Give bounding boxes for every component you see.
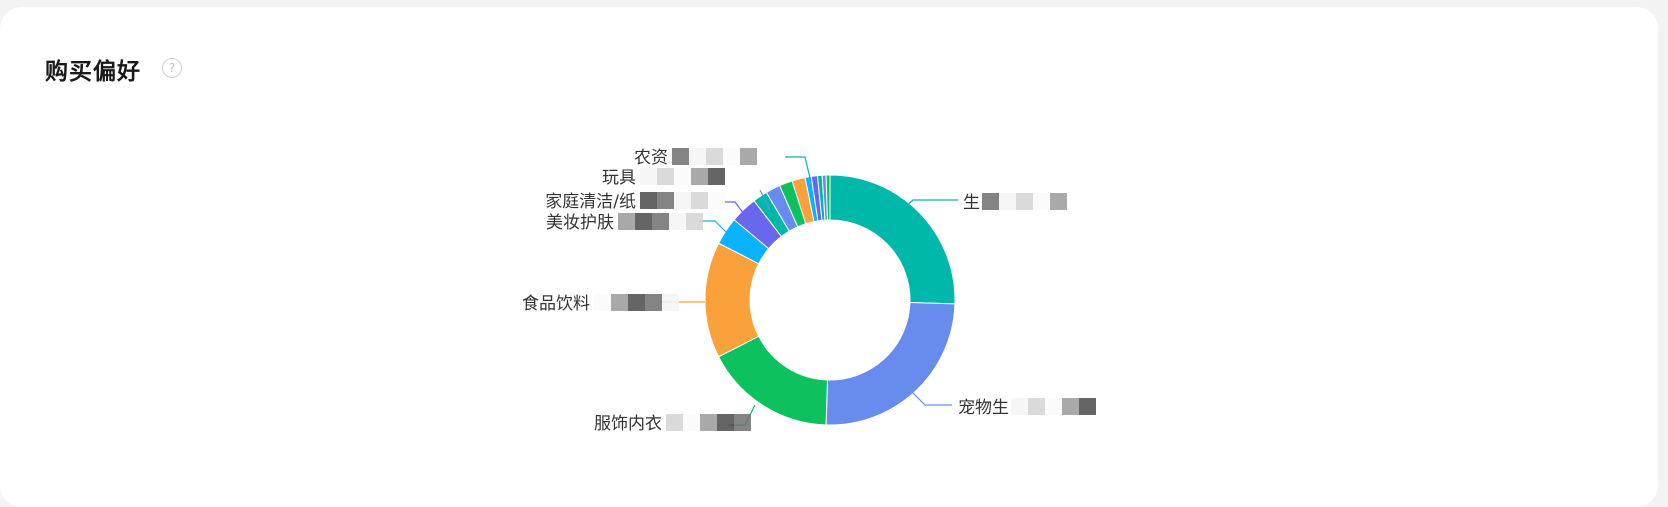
slice-label: 服饰内衣 <box>594 414 662 434</box>
mosaic-block <box>708 168 725 185</box>
slice-label: 美妆护肤 <box>546 213 614 233</box>
mosaic-block <box>982 193 999 210</box>
donut-slice[interactable] <box>704 242 760 358</box>
mosaic-block <box>999 193 1016 210</box>
mosaic-block <box>723 148 740 165</box>
mosaic-block <box>689 148 706 165</box>
mosaic-block <box>734 414 751 431</box>
mosaic-block <box>717 414 734 431</box>
leader-line <box>892 199 958 219</box>
mosaic-block <box>672 148 689 165</box>
slice-label: 宠物生 <box>958 398 1009 418</box>
mosaic-block <box>640 192 657 209</box>
mosaic-block <box>1079 398 1096 415</box>
mosaic-block <box>657 192 674 209</box>
donut-slice[interactable] <box>829 174 956 305</box>
mosaic-block <box>628 294 645 311</box>
slice-label: 生 <box>963 193 980 213</box>
question-circle-icon[interactable]: ? <box>162 58 182 78</box>
mosaic-block <box>645 294 662 311</box>
mosaic-block <box>706 148 723 165</box>
mosaic-block <box>674 192 691 209</box>
mosaic-block <box>683 414 700 431</box>
mosaic-block <box>1045 398 1062 415</box>
mosaic-block <box>1011 398 1028 415</box>
mosaic-block <box>674 168 691 185</box>
leader-line <box>722 201 751 223</box>
mosaic-block <box>594 294 611 311</box>
mosaic-block <box>657 168 674 185</box>
mosaic-block <box>740 148 757 165</box>
mosaic-block <box>1016 193 1033 210</box>
slice-label: 农资 <box>634 148 668 168</box>
mosaic-block <box>652 213 669 230</box>
mosaic-block <box>669 213 686 230</box>
mosaic-block <box>708 192 725 209</box>
mosaic-block <box>700 414 717 431</box>
mosaic-block <box>691 168 708 185</box>
mosaic-block <box>1033 193 1050 210</box>
donut-slice[interactable] <box>825 174 831 221</box>
leader-line <box>785 156 811 179</box>
mosaic-block <box>666 414 683 431</box>
mosaic-block <box>618 213 635 230</box>
slice-label: 玩具 <box>602 168 636 188</box>
mosaic-block <box>1028 398 1045 415</box>
donut-slice[interactable] <box>825 301 956 426</box>
slice-label: 食品饮料 <box>522 294 590 314</box>
donut-slice[interactable] <box>717 335 829 426</box>
mosaic-block <box>1062 398 1079 415</box>
mosaic-block <box>691 192 708 209</box>
leader-line <box>700 220 733 239</box>
page-title: 购买偏好 <box>45 59 141 85</box>
mosaic-block <box>686 213 703 230</box>
slice-label: 家庭清洁/纸 <box>545 192 636 212</box>
mosaic-block <box>611 294 628 311</box>
mosaic-block <box>1050 193 1067 210</box>
mosaic-block <box>662 294 679 311</box>
leader-line <box>904 384 952 406</box>
mosaic-block <box>635 213 652 230</box>
leader-line <box>759 189 771 211</box>
mosaic-block <box>640 168 657 185</box>
